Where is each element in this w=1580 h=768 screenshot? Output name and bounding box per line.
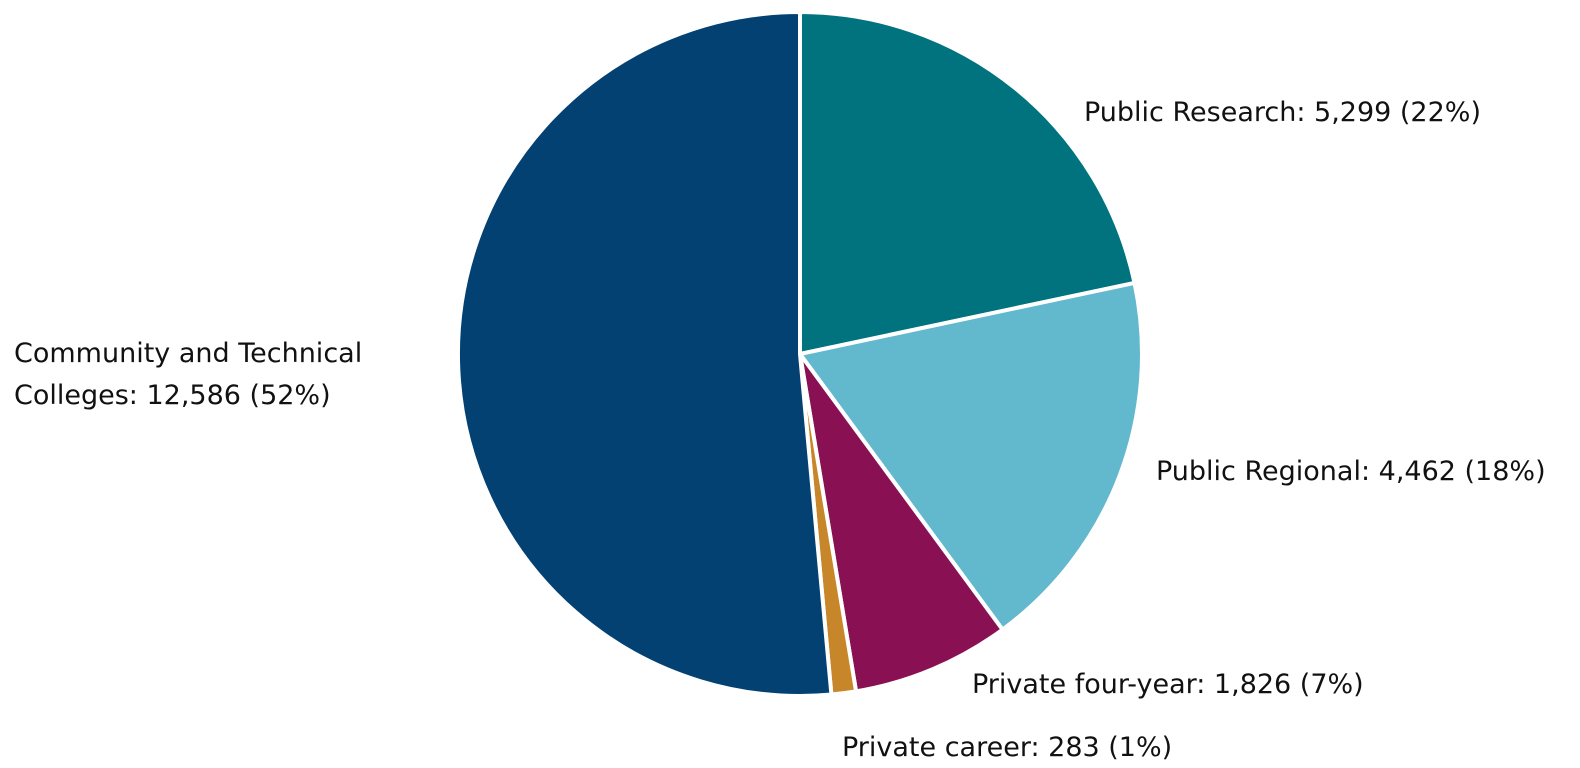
data-label-public-regional: Public Regional: 4,462 (18%) xyxy=(1156,456,1546,487)
pie-slice-private-four-year xyxy=(798,352,1005,694)
data-label-private-four-year: Private four-year: 1,826 (7%) xyxy=(972,669,1364,700)
data-label-line: Colleges: 12,586 (52%) xyxy=(14,380,331,411)
data-label-line: Community and Technical xyxy=(14,338,362,369)
pie-slice-public-research xyxy=(798,10,1137,356)
pie-slice-community-and-technical-colleges xyxy=(455,10,834,698)
pie-slices xyxy=(455,10,1144,698)
data-label-private-career: Private career: 283 (1%) xyxy=(842,732,1172,763)
data-label-community-and-technical-colleges: Community and Technical Colleges: 12,586 … xyxy=(14,338,362,411)
pie-slice-public-regional xyxy=(798,280,1144,632)
data-label-public-research: Public Research: 5,299 (22%) xyxy=(1084,97,1481,128)
pie-labels: Public Research: 5,299 (22%) Public Regio… xyxy=(14,97,1546,763)
